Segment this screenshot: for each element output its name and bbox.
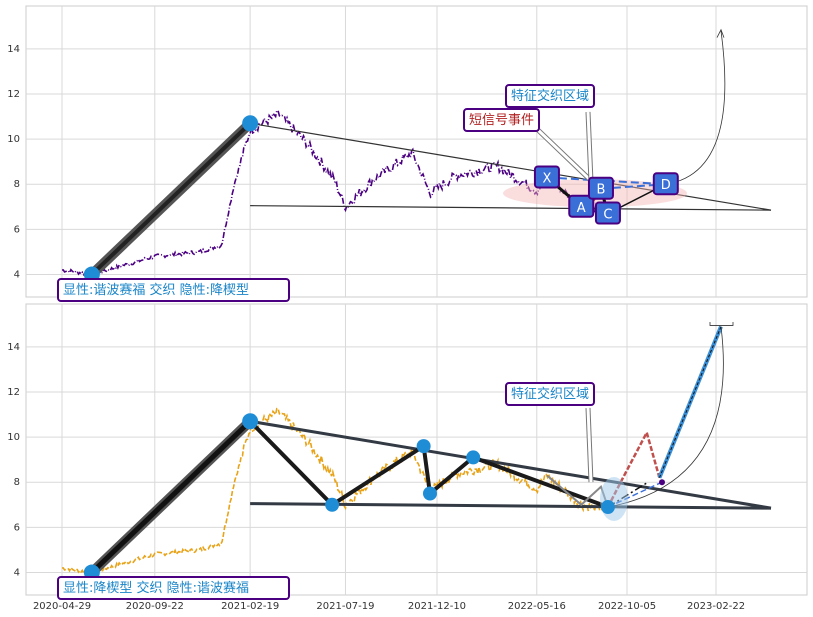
pattern-annotation: 显性:降楔型 交织 隐性:谐波赛福 (57, 576, 290, 600)
harmonic-point-label: C (603, 208, 612, 223)
x-tick-label: 2020-09-22 (126, 601, 184, 612)
projection-arc (607, 326, 724, 508)
harmonic-point-D: D (652, 172, 679, 196)
wedge-pivot-marker (466, 450, 481, 465)
price-series-line (61, 407, 609, 576)
wedge-upper-line (250, 122, 772, 211)
wedge-pivot-marker (416, 439, 431, 454)
harmonic-point-X: X (533, 165, 560, 189)
price-series-line (61, 109, 609, 278)
feature-region-annotation: 特征交织区域 (505, 84, 595, 108)
harmonic-point-label: X (542, 171, 551, 186)
feature-region-annotation-text: 特征交织区域 (511, 88, 589, 104)
callout-arrow-region-inner (586, 407, 593, 483)
y-tick-label: 8 (14, 179, 20, 190)
x-tick-label: 2021-07-19 (316, 601, 374, 612)
feature-region-ellipse (599, 477, 628, 522)
y-tick-label: 4 (14, 567, 20, 578)
impulse-leg-core (90, 121, 252, 276)
wedge-pivot-marker (242, 413, 259, 430)
short-signal-annotation-text: 短信号事件 (469, 113, 534, 128)
wedge-upper-line (249, 419, 772, 510)
x-tick-label: 2023-02-22 (687, 601, 745, 612)
harmonic-point-box (652, 172, 679, 196)
wedge-pivot-marker (325, 497, 340, 512)
harmonic-point-box (587, 176, 614, 200)
x-tick-label: 2022-05-16 (508, 601, 566, 612)
y-tick-label: 14 (7, 44, 20, 55)
harmonic-xd-dashed (546, 176, 666, 186)
pattern-annotation-box (57, 576, 290, 600)
wedge-zigzag (248, 419, 609, 509)
y-tick-label: 14 (7, 342, 20, 353)
harmonic-point-box (568, 194, 595, 218)
x-tick-label: 2020-04-29 (33, 601, 91, 612)
pivot-peak-marker (242, 115, 259, 132)
y-tick-label: 6 (14, 522, 20, 533)
harmonic-point-C: C (594, 201, 621, 225)
short-signal-annotation: 短信号事件 (463, 108, 540, 132)
wedge-lower-line (250, 205, 772, 211)
harmonic-point-label: A (577, 201, 586, 216)
harmonic-point-A: A (568, 194, 595, 218)
projection-arc (665, 30, 726, 185)
end-dot (659, 479, 665, 486)
harmonic-point-label: D (661, 178, 671, 193)
pattern-annotation-box (57, 278, 290, 302)
x-tick-label: 2021-02-19 (221, 601, 279, 612)
callout-arrow-region-inner (586, 111, 593, 183)
harmonic-point-box (594, 201, 621, 225)
wedge-pivot-marker (600, 500, 615, 515)
feature-region-annotation-box (505, 382, 595, 406)
pattern-annotation-text: 显性:谐波赛福 交织 隐性:降楔型 (63, 282, 249, 298)
y-tick-label: 4 (14, 269, 20, 280)
harmonic-point-box (533, 165, 560, 189)
target-bracket (709, 322, 734, 326)
y-tick-label: 8 (14, 477, 20, 488)
feature-region-annotation: 特征交织区域 (505, 382, 595, 406)
y-tick-label: 10 (7, 432, 20, 443)
target-leg-center (658, 326, 722, 478)
chart-panel-1: 4 6 8 10 12 14 (7, 5, 808, 298)
y-tick-label: 12 (7, 387, 20, 398)
pattern-annotation: 显性:谐波赛福 交织 隐性:降楔型 (57, 278, 290, 302)
impulse-leg-core (90, 419, 252, 575)
y-tick-label: 12 (7, 89, 20, 100)
callout-arrow-signal-inner (536, 128, 592, 181)
projection-zigzag (606, 429, 661, 508)
x-tick-label: 2021-12-10 (408, 601, 466, 612)
projection-arrowhead (716, 28, 725, 38)
pattern-annotation-text: 显性:降楔型 交织 隐性:谐波赛福 (63, 580, 249, 596)
short-signal-annotation-box (463, 108, 540, 132)
y-tick-label: 6 (14, 224, 20, 235)
chart-panel-2: 4 6 8 10 12 14 (7, 303, 808, 596)
harmonic-point-B: B (587, 176, 614, 200)
harmonic-point-label: B (597, 183, 606, 198)
feature-region-annotation-text: 特征交织区域 (511, 386, 589, 402)
feature-region-annotation-box (505, 84, 595, 108)
y-tick-label: 10 (7, 134, 20, 145)
x-tick-label: 2022-10-05 (598, 601, 656, 612)
wedge-pivot-marker (422, 486, 437, 501)
